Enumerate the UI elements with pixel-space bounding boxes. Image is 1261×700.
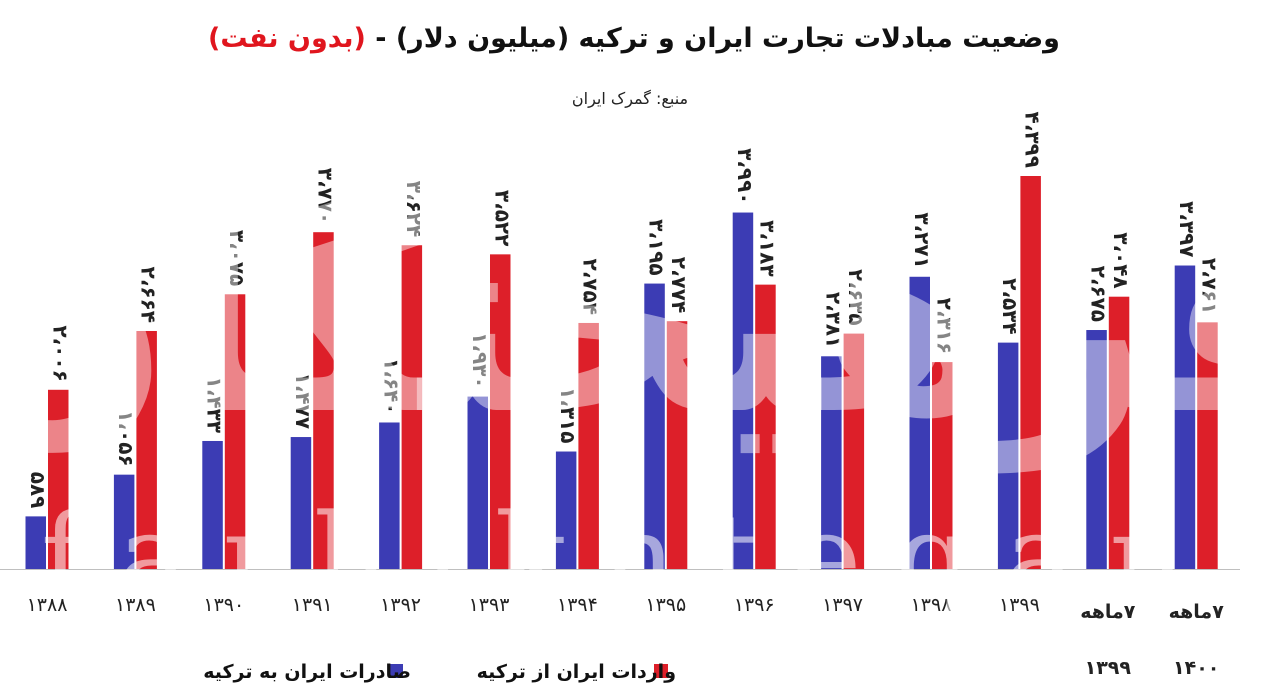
data-label-exports-8: ۳،۹۹۰ [733, 148, 757, 204]
data-label-exports-11: ۲،۵۳۴ [998, 278, 1022, 334]
bar-exports-8 [732, 212, 754, 570]
data-label-imports-3: ۳،۷۷۰ [313, 168, 337, 224]
chart-title-highlight: (بدون نفت) [208, 23, 366, 54]
bar-imports-4 [401, 245, 423, 570]
bar-exports-1 [113, 474, 135, 569]
bar-exports-11 [997, 342, 1019, 569]
chart-title-main: وضعیت مبادلات تجارت ایران و ترکیه (میلیو… [366, 23, 1060, 54]
bar-imports-7 [666, 321, 688, 569]
data-label-exports-1: ۱،۰۵۶ [114, 410, 138, 466]
bar-imports-12 [1108, 296, 1130, 569]
data-label-exports-9: ۲،۳۸۱ [821, 292, 845, 348]
data-label-imports-5: ۳،۵۲۲ [490, 190, 514, 246]
chart-title: وضعیت مبادلات تجارت ایران و ترکیه (میلیو… [208, 23, 1060, 54]
legend-imports-label: واردات ایران از ترکیه [477, 661, 676, 683]
x-tick-label-2: ۱۳۹۰ [203, 594, 244, 616]
data-label-imports-9: ۲،۶۳۵ [844, 269, 868, 325]
bar-exports-10 [909, 276, 930, 569]
data-label-exports-0: ۵۸۹ [26, 472, 50, 509]
legend-exports-swatch [389, 664, 403, 678]
watermark-latin: farhikhtegan [41, 488, 1220, 626]
bar-exports-2 [202, 440, 223, 569]
bar-imports-13 [1197, 322, 1218, 569]
data-label-exports-13: ۳،۳۹۷ [1175, 201, 1199, 257]
x-tick-label-4: ۱۳۹۲ [380, 594, 421, 616]
x-tick-label-3: ۱۳۹۱ [292, 594, 333, 616]
x-tick-label-13-line2: ۱۴۰۰ [1173, 657, 1219, 679]
legend-exports-label: صادرات ایران به ترکیه [203, 661, 411, 683]
bar-imports-9 [843, 333, 865, 569]
data-label-exports-4: ۱،۶۴۰ [379, 358, 403, 414]
x-tick-label-12-line1: ۷ماهه [1080, 601, 1136, 623]
data-label-imports-11: ۴،۳۹۹ [1021, 112, 1045, 168]
x-tick-label-10: ۱۳۹۸ [911, 594, 952, 616]
x-tick-label-8: ۱۳۹۶ [734, 594, 775, 616]
x-tick-label-12-line2: ۱۳۹۹ [1085, 657, 1132, 679]
bar-exports-9 [821, 356, 842, 569]
bar-exports-12 [1086, 330, 1107, 569]
x-tick-label-11: ۱۳۹۹ [999, 594, 1040, 616]
bar-imports-10 [932, 362, 953, 569]
bar-imports-11 [1020, 176, 1041, 569]
bar-exports-4 [379, 422, 400, 569]
data-label-imports-8: ۳،۱۸۳ [755, 220, 779, 276]
bar-imports-2 [224, 294, 246, 569]
watermark-persian: فرهیختگان [0, 170, 1261, 475]
x-tick-label-7: ۱۳۹۵ [645, 594, 686, 616]
x-tick-label-0: ۱۳۸۸ [27, 594, 68, 616]
bar-imports-3 [313, 232, 334, 569]
bar-imports-0 [48, 389, 69, 569]
x-tick-label-13-line1: ۷ماهه [1169, 601, 1225, 623]
x-tick-label-1: ۱۳۸۹ [115, 594, 156, 616]
data-label-imports-0: ۲،۰۰۶ [48, 325, 72, 381]
data-label-exports-5: ۱،۹۳۰ [468, 332, 492, 388]
data-label-imports-4: ۳،۶۲۴ [402, 181, 426, 237]
bar-exports-5 [467, 396, 488, 569]
data-label-exports-6: ۱،۳۱۵ [556, 387, 580, 443]
bar-exports-0 [25, 516, 46, 569]
bar-imports-5 [490, 254, 511, 569]
data-label-imports-12: ۳،۰۴۸ [1109, 232, 1133, 288]
data-label-imports-6: ۲،۷۵۴ [579, 259, 603, 315]
data-label-exports-3: ۱،۴۷۷ [291, 373, 315, 429]
x-tick-label-5: ۱۳۹۳ [469, 594, 510, 616]
data-label-exports-2: ۱،۴۳۳ [203, 377, 227, 433]
data-label-imports-13: ۲،۷۶۱ [1197, 258, 1221, 314]
bar-exports-7 [644, 283, 665, 569]
bar-imports-8 [755, 284, 776, 569]
bar-imports-1 [136, 331, 157, 569]
x-tick-label-6: ۱۳۹۴ [557, 594, 598, 616]
bar-exports-3 [290, 437, 312, 569]
bar-exports-13 [1174, 265, 1196, 569]
data-label-imports-7: ۲،۷۷۴ [667, 257, 691, 313]
chart-source: منبع: گمرک ایران [572, 89, 688, 109]
data-label-imports-1: ۲،۶۶۴ [137, 267, 161, 323]
data-label-imports-2: ۳،۰۷۵ [225, 230, 249, 286]
data-label-exports-7: ۳،۱۹۵ [645, 219, 669, 275]
data-label-imports-10: ۲،۳۱۶ [932, 298, 956, 354]
data-label-exports-12: ۲،۶۷۵ [1087, 266, 1111, 322]
legend-imports-swatch [654, 664, 668, 678]
bar-imports-6 [578, 322, 599, 569]
data-label-exports-10: ۳،۲۷۱ [910, 212, 934, 268]
bar-exports-6 [555, 451, 577, 569]
x-tick-label-9: ۱۳۹۷ [822, 594, 863, 616]
